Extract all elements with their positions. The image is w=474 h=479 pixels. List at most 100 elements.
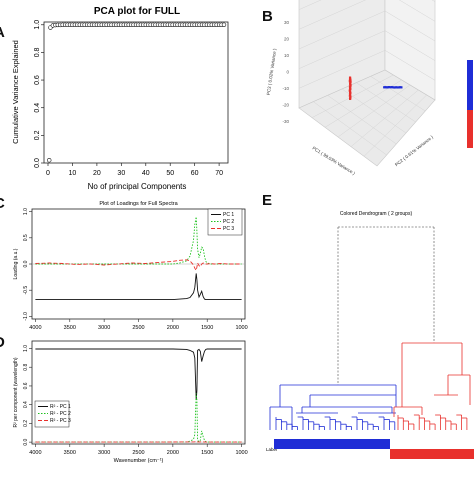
wall-grid-line — [298, 30, 386, 69]
scatter-point-red — [349, 77, 352, 80]
x-tick-label: 30 — [117, 170, 125, 177]
x-tick-label: 70 — [215, 170, 223, 177]
y-tick-label: 0.6 — [34, 75, 41, 85]
y-tick-label: -1.0 — [23, 312, 29, 321]
z-tick-label: -20 — [282, 103, 289, 108]
wall-grid-line — [298, 50, 386, 89]
chart-title: Colored Dendrogram ( 2 groups) — [340, 211, 413, 217]
x-tick-label: 2000 — [167, 325, 179, 331]
x-tick-label: 10 — [69, 170, 77, 177]
legend-label: R² - PC 2 — [50, 411, 71, 417]
scatter-point-blue — [392, 86, 395, 89]
scatter-point-blue — [387, 86, 391, 89]
y-tick-label: 1.0 — [23, 345, 29, 352]
x-tick-label: 4000 — [29, 450, 41, 456]
scatter-point-blue — [400, 86, 403, 89]
y-tick-label: 0.2 — [34, 130, 41, 140]
x-axis-label: PC1 ( 99.03% Variance ) — [312, 146, 357, 177]
scatter-point-red — [348, 87, 352, 90]
scatter-point-blue — [383, 86, 386, 89]
z-axis-label: PC3 ( 0.02% Variance ) — [266, 48, 278, 96]
wall-grid-line — [298, 10, 386, 50]
scatter-point-red — [348, 94, 352, 97]
wall-grid-line — [298, 0, 322, 10]
x-tick-label: 3000 — [98, 450, 110, 456]
x-tick-label: 0 — [46, 170, 50, 177]
series-line — [35, 348, 242, 401]
scatter-point-red — [349, 91, 352, 94]
wall-grid-line — [398, 0, 436, 22]
z-tick-label: 10 — [284, 53, 290, 58]
x-axis-label: No of principal Components — [88, 182, 187, 191]
y-tick-label: 1.0 — [23, 208, 29, 215]
scatter-point-red — [349, 82, 352, 85]
z-tick-label: -10 — [282, 86, 289, 91]
x-tick-label: 3500 — [64, 325, 76, 331]
panel-a: PCA plot for FULL 0 10 20 30 40 50 60 70 0.0 0.2 0.… — [0, 0, 237, 195]
x-tick-label: 20 — [93, 170, 101, 177]
scatter-point-blue — [385, 86, 388, 89]
y-tick-label: -0.5 — [23, 286, 29, 295]
scatter-point-blue — [393, 86, 396, 89]
panel-d: 4000 3500 3000 2500 2000 1500 1000 0.0 0.2 0.4 0.6… — [0, 335, 250, 474]
legend-box — [34, 400, 70, 428]
scatter-point-blue — [396, 86, 399, 89]
chart-a: PCA plot for FULL 0 10 20 30 40 50 60 70 0.0 0.2 0.… — [11, 6, 229, 191]
x-tick-label: 1500 — [201, 450, 213, 456]
panel-b: 30 20 10 0 -10 -20 -30 PC3 ( 0.02% Variance ) PC… — [237, 0, 474, 195]
y-tick-label: 0.6 — [23, 382, 29, 389]
y-tick-label: 0.2 — [23, 420, 29, 427]
chart-d: 4000 3500 3000 2500 2000 1500 1000 0.0 0.2 0.4 0.6… — [13, 340, 248, 464]
chart-b: 30 20 10 0 -10 -20 -30 PC3 ( 0.02% Variance ) PC… — [266, 0, 473, 177]
x-tick-label: 3500 — [64, 450, 76, 456]
wall-grid-line — [298, 0, 367, 30]
scatter-point-red — [349, 97, 352, 100]
scatter-point-red — [349, 80, 352, 83]
scatter-point-blue — [389, 86, 392, 89]
scatter-point-red — [349, 84, 352, 87]
x-tick-label: 50 — [166, 170, 174, 177]
x-tick-label: 60 — [191, 170, 199, 177]
scatter-point-red — [349, 93, 352, 96]
scatter-point-blue — [399, 86, 402, 89]
x-tick-label: 2500 — [132, 325, 144, 331]
chart-title: PCA plot for FULL — [94, 6, 180, 17]
data-point — [221, 22, 227, 27]
y-tick-label: 0.8 — [23, 364, 29, 371]
chart-e: Colored Dendrogram ( 2 groups) Label — [266, 211, 474, 459]
x-tick-label: 1000 — [235, 325, 247, 331]
x-axis-label: Wavenumber (cm⁻¹) — [114, 458, 164, 464]
y-tick-label: 0.4 — [23, 401, 29, 408]
scatter-point-red — [348, 78, 352, 81]
legend-label: PC 3 — [223, 226, 234, 232]
y-axis-label: R² per component (wavelength) — [13, 357, 19, 427]
floor-grid-line — [363, 94, 427, 157]
scatter-point-blue — [397, 86, 401, 89]
group-bar-blue — [274, 439, 390, 449]
series-line — [35, 273, 242, 301]
panel-letter-d: D — [0, 334, 5, 351]
y-tick-label: 0.4 — [34, 103, 41, 113]
legend-label: R² - PC 1 — [50, 404, 71, 410]
panel-letter-a: A — [0, 24, 5, 41]
y-tick-label: 0.0 — [34, 158, 41, 168]
y-tick-label: 1.0 — [34, 20, 41, 30]
plot-frame — [31, 340, 246, 445]
chart-title: Plot of Loadings for Full Spectra — [99, 201, 178, 207]
scatter-point-red — [348, 76, 352, 79]
series-line — [35, 216, 242, 265]
panel-letter-b: B — [262, 8, 273, 25]
series-line — [35, 440, 242, 443]
y-tick-label: 0.8 — [34, 47, 41, 57]
data-point — [47, 158, 52, 163]
z-tick-label: -30 — [282, 119, 289, 124]
wall-grid-line — [384, 50, 436, 81]
group-bar-red — [390, 449, 474, 459]
panel-c: Plot of Loadings for Full Spectra 4000 350… — [0, 195, 250, 335]
x-tick-label: 40 — [142, 170, 150, 177]
z-tick-label: 0 — [286, 70, 289, 75]
scatter-point-blue — [384, 86, 387, 89]
z-tick-label: 30 — [284, 20, 290, 25]
scatter-point-red — [349, 95, 352, 98]
y-axis-label: Loading (a.u.) — [13, 248, 19, 279]
